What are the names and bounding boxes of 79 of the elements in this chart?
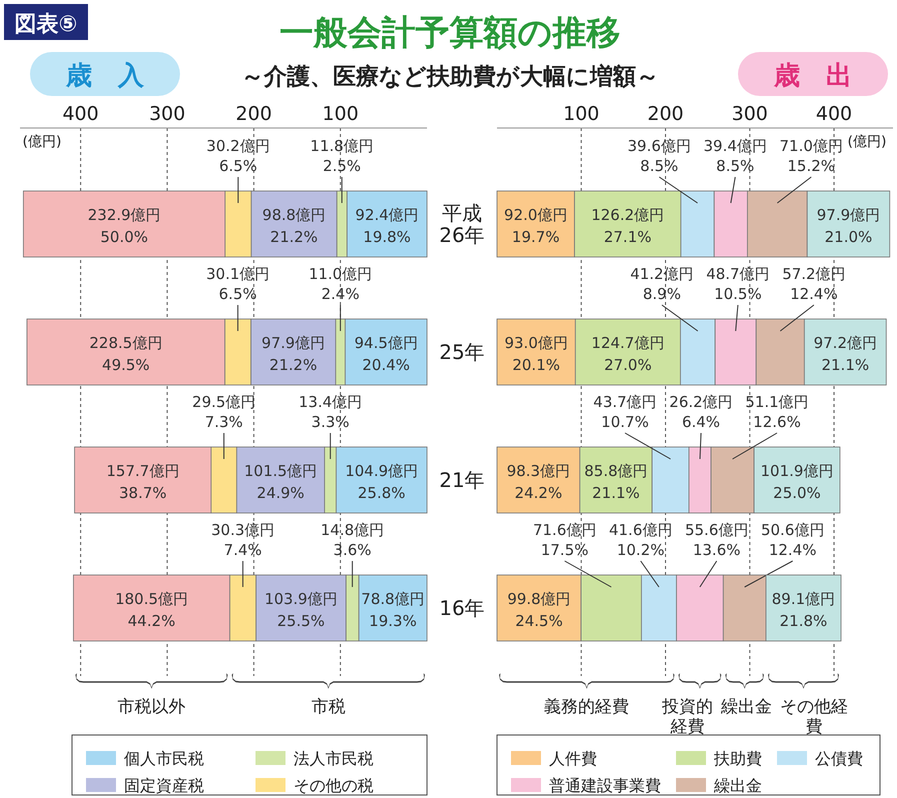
xlabel: (億円) (848, 134, 886, 150)
xtick: 300 (732, 103, 768, 125)
ytick: 平成26年 (439, 201, 485, 247)
value-label: 180.5億円 44.2% (115, 590, 188, 630)
value-label: 157.7億円 38.7% (106, 462, 180, 502)
value-label: 124.7億円 27.0% (591, 334, 664, 374)
value-label: 30.1億円 6.5% (206, 265, 270, 303)
legend-label: 普通建設事業費 (549, 776, 661, 795)
value-label: 228.5億円 49.5% (89, 334, 162, 374)
value-label: 89.1億円 21.8% (772, 590, 836, 630)
value-label: 13.4億円 3.3% (298, 393, 362, 431)
xtick: 400 (62, 103, 99, 125)
value-label: 43.7億円 10.7% (593, 393, 657, 431)
legend-label: 繰出金 (713, 776, 762, 795)
ytick: 16年 (439, 596, 485, 620)
value-label: 126.2億円 27.1% (591, 206, 664, 246)
annotation: 義務的経費 (544, 697, 630, 717)
title: 歳 出 (738, 52, 888, 96)
chart-title: 歳 出 (773, 61, 852, 91)
value-label: 97.9億円 21.0% (816, 206, 880, 246)
value-label: 97.2億円 21.1% (814, 334, 878, 374)
value-label: 92.0億円 19.7% (504, 206, 568, 246)
xtick: 200 (647, 103, 684, 125)
legend-label: 個人市民税 (124, 749, 204, 768)
legend-label: 法人市民税 (294, 749, 374, 768)
value-label: 48.7億円 10.5% (706, 265, 770, 303)
annotation: 図表⑤ (4, 4, 88, 40)
xtick: 100 (563, 103, 600, 125)
value-label: 11.0億円 2.4% (308, 265, 372, 303)
legend-label: 人件費 (549, 749, 597, 768)
value-label: 103.9億円 25.5% (264, 590, 338, 630)
value-label: 41.2億円 8.9% (630, 265, 694, 303)
value-label: 26.2億円 6.4% (669, 393, 733, 431)
value-label: 50.6億円 12.4% (760, 521, 824, 559)
value-label: 41.6億円 10.2% (608, 521, 672, 559)
annotation: 繰出金 (721, 697, 772, 717)
value-label: 11.8億円 2.5% (310, 137, 374, 175)
value-label: 94.5億円 20.4% (354, 334, 418, 374)
value-label: 14.8億円 3.6% (320, 521, 384, 559)
xtick: 400 (816, 103, 852, 125)
value-label: 99.8億円 24.5% (507, 590, 571, 630)
ytick: 25年 (439, 340, 485, 364)
value-label: 101.9億円 25.0% (760, 462, 834, 502)
value-label: 97.9億円 21.2% (262, 334, 325, 374)
legend-label: 扶助費 (713, 749, 762, 768)
value-label: 30.2億円 6.5% (206, 137, 270, 175)
annotation: 市税以外 (118, 697, 186, 717)
value-label: 29.5億円 7.3% (192, 393, 256, 431)
value-label: 101.5億円 24.9% (244, 462, 318, 502)
legend-label: その他の税 (294, 776, 374, 795)
value-label: 71.6億円 17.5% (532, 521, 596, 559)
value-label: 51.1億円 12.6% (745, 393, 809, 431)
value-label: 98.8億円 21.2% (262, 206, 326, 246)
value-label: 85.8億円 21.1% (584, 462, 648, 502)
value-label: 39.4億円 8.5% (704, 137, 767, 175)
subtitle: ～介護、医療など扶助費が大幅に増額～ (241, 64, 659, 90)
legend-label: 固定資産税 (124, 776, 204, 795)
value-label: 98.3億円 24.2% (506, 462, 570, 502)
annotation: その他経費 (780, 697, 848, 737)
value-label: 78.8億円 19.3% (361, 590, 425, 630)
xlabel: (億円) (22, 134, 62, 150)
annotation: 歳 入 (30, 52, 180, 96)
value-label: 57.2億円 12.4% (782, 265, 846, 303)
value-label: 55.6億円 13.6% (684, 521, 748, 559)
annotation: 投資的経費 (662, 697, 713, 737)
value-label: 93.0億円 20.1% (504, 334, 568, 374)
value-label: 232.9億円 50.0% (88, 206, 161, 246)
annotation: 市税 (311, 697, 346, 717)
ytick: 21年 (439, 468, 485, 492)
value-label: 30.3億円 7.4% (211, 521, 275, 559)
xtick: 200 (236, 103, 272, 125)
title: 一般会計予算額の推移 (280, 13, 620, 53)
value-label: 92.4億円 19.8% (355, 206, 419, 246)
value-label: 71.0億円 15.2% (780, 137, 843, 175)
xtick: 300 (149, 103, 186, 125)
value-label: 39.6億円 8.5% (628, 137, 691, 175)
legend-label: 公債費 (815, 749, 863, 768)
xtick: 100 (322, 103, 359, 125)
value-label: 104.9億円 25.8% (345, 462, 418, 502)
